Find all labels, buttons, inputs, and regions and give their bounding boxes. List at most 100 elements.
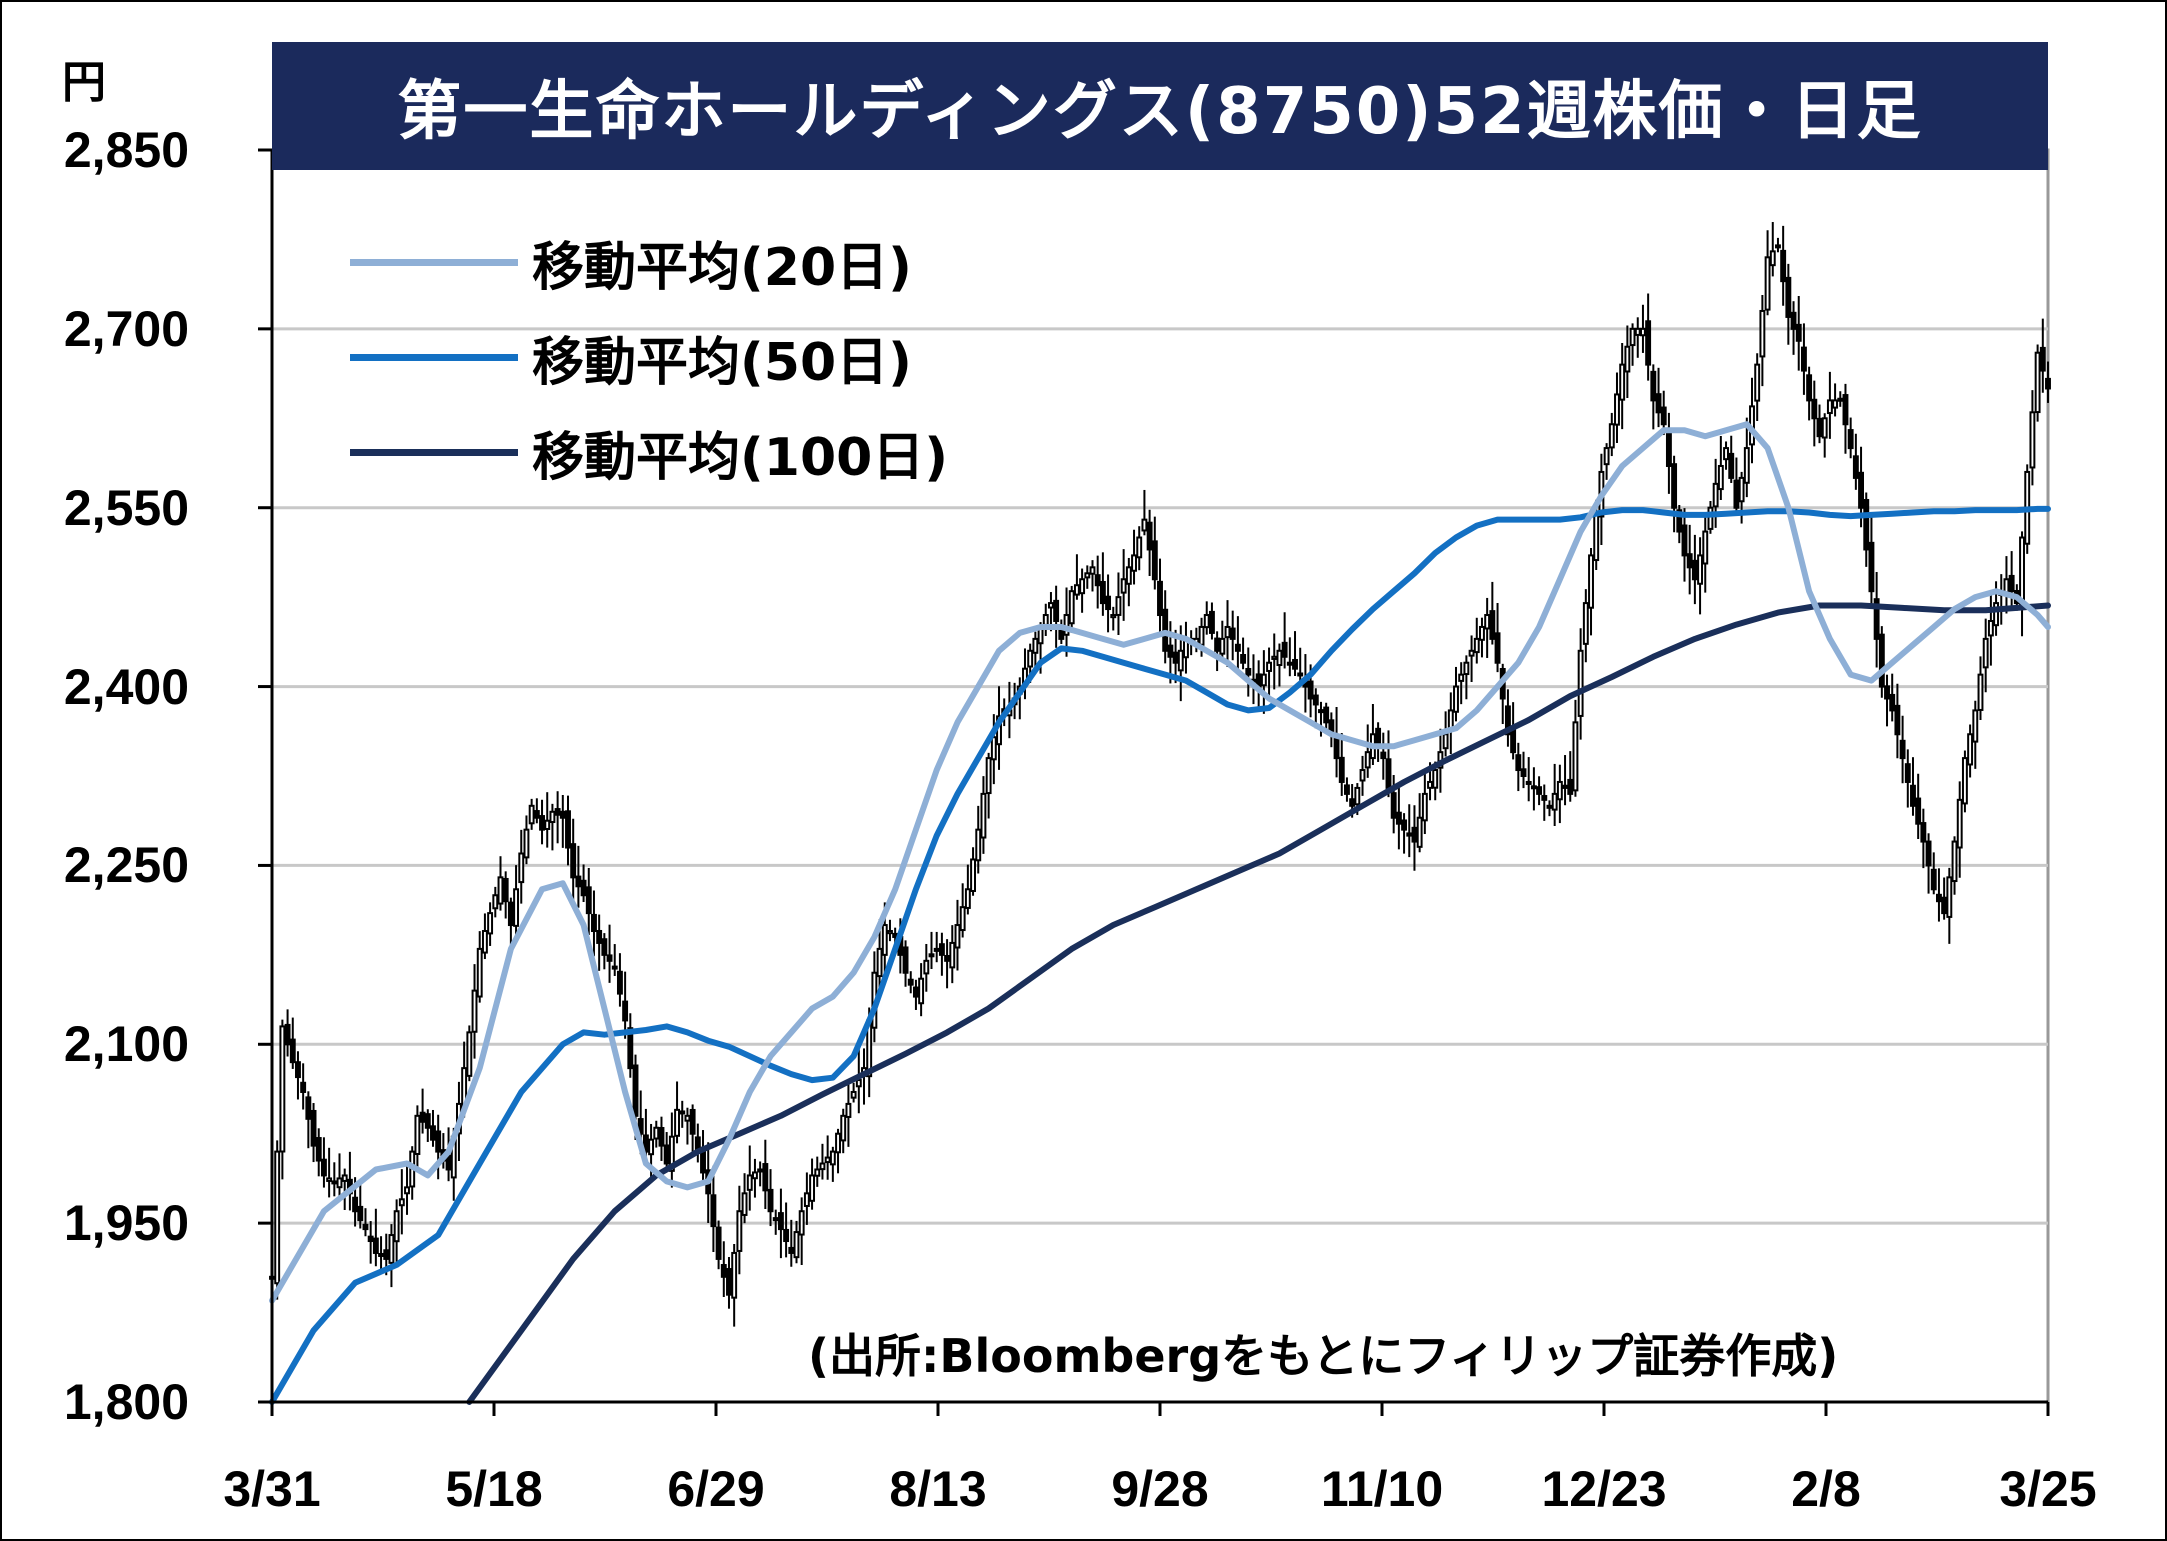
candle-body — [1395, 811, 1402, 825]
candle-body — [1089, 566, 1096, 575]
candle-body — [315, 1137, 322, 1162]
candle-body — [840, 1114, 847, 1142]
candle-body — [1219, 637, 1226, 655]
candle-body — [1494, 632, 1501, 664]
candle-body — [1702, 530, 1709, 565]
chart-title: 第一生命ホールディングス(8750)52週株価・日足 — [272, 42, 2048, 170]
candle-body — [1318, 709, 1324, 714]
candle-body — [876, 947, 883, 978]
candle-body — [398, 1198, 405, 1207]
candle-body — [1650, 370, 1657, 402]
candle-body — [1899, 739, 1906, 760]
candle-body — [1406, 832, 1413, 837]
candle-body — [1504, 705, 1511, 736]
candle-body — [731, 1251, 738, 1299]
candle-body — [824, 1156, 831, 1164]
candle-body — [912, 986, 919, 998]
candle-body — [627, 1027, 634, 1070]
candle-body — [383, 1249, 390, 1260]
candle-body — [622, 1000, 629, 1022]
candle-body — [881, 924, 888, 956]
candle-body — [1110, 614, 1117, 619]
candle-body — [1629, 327, 1636, 347]
candle-body — [1458, 673, 1465, 682]
candle-body — [767, 1188, 774, 1213]
candle-body — [549, 810, 556, 824]
candle-body — [1224, 625, 1231, 639]
candle-body — [341, 1174, 348, 1182]
candle-body — [507, 901, 514, 927]
candle-body — [798, 1210, 805, 1236]
candle-body — [393, 1210, 400, 1243]
candle-body — [1562, 784, 1568, 789]
candle-body — [887, 930, 893, 935]
candle-body — [528, 804, 535, 825]
y-tick-label: 2,250 — [63, 837, 189, 894]
candle-body — [1759, 309, 1766, 358]
candle-body — [570, 843, 577, 879]
x-tick-label: 8/13 — [889, 1461, 987, 1517]
candle-body — [1338, 756, 1345, 783]
candle-body — [1816, 417, 1823, 438]
candle-body — [1811, 398, 1818, 420]
candle-body — [1354, 786, 1361, 806]
candle-body — [1904, 763, 1911, 783]
candle-body — [1401, 819, 1408, 831]
candle-body — [1484, 614, 1491, 630]
candle-body — [1894, 704, 1901, 736]
candle-body — [1053, 599, 1060, 622]
candle-body — [1868, 541, 1875, 593]
candle-body — [580, 879, 587, 897]
candle-body — [2034, 351, 2041, 414]
candle-body — [471, 989, 478, 1033]
candle-body — [1795, 323, 1802, 342]
candle-body — [1785, 276, 1792, 318]
candle-body — [1884, 685, 1890, 700]
candle-body — [1982, 637, 1989, 669]
candle-body — [803, 1192, 810, 1207]
candle-body — [424, 1113, 431, 1129]
candle-body — [1915, 797, 1922, 825]
candle-body — [1307, 680, 1314, 700]
candle-body — [829, 1150, 836, 1166]
candle-body — [964, 888, 971, 909]
moving-average-lines — [269, 421, 2051, 1405]
candle-body — [1634, 327, 1641, 336]
candle-body — [985, 757, 992, 795]
x-tick-label: 3/25 — [1999, 1461, 2097, 1517]
candle-body — [679, 1110, 686, 1115]
candlesticks — [269, 222, 2051, 1327]
candle-body — [845, 1102, 852, 1118]
candle-body — [1852, 455, 1859, 479]
candle-body — [1873, 598, 1880, 640]
candle-body — [684, 1114, 691, 1122]
candle-body — [523, 828, 530, 859]
candle-body — [1234, 643, 1241, 652]
candle-body — [762, 1163, 769, 1192]
candle-body — [357, 1205, 364, 1222]
candle-body — [1572, 721, 1579, 792]
candle-body — [1146, 521, 1153, 551]
candle-body — [1380, 751, 1387, 760]
candle-body — [1042, 614, 1049, 626]
candle-body — [1229, 627, 1236, 640]
candle-body — [1312, 694, 1319, 706]
candle-body — [850, 1090, 857, 1099]
candle-body — [1837, 397, 1844, 402]
candle-body — [596, 929, 603, 944]
candle-body — [1930, 868, 1937, 891]
candle-body — [414, 1114, 421, 1155]
candle-body — [674, 1108, 681, 1137]
candle-body — [404, 1186, 410, 1195]
x-tick-label: 11/10 — [1320, 1461, 1444, 1517]
candle-body — [970, 858, 977, 892]
candle-body — [487, 912, 494, 935]
candle-body — [1099, 580, 1106, 605]
candle-body — [658, 1127, 665, 1147]
legend-item-ma100: 移動平均(100日) — [350, 422, 948, 488]
candle-body — [419, 1111, 426, 1123]
candle-body — [1728, 452, 1735, 479]
candle-body — [1655, 393, 1662, 414]
candle-body — [544, 819, 551, 830]
candle-body — [1364, 751, 1371, 769]
